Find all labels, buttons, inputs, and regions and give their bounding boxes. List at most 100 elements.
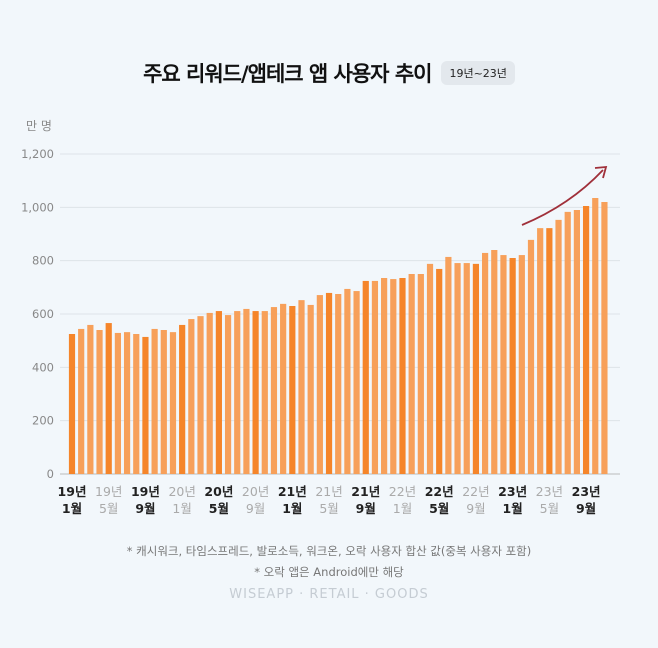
- bar: [362, 280, 369, 474]
- x-tick-label: 1월: [62, 501, 82, 516]
- x-tick-label: 23년: [498, 484, 527, 499]
- bar: [436, 268, 443, 474]
- x-tick-label: 22년: [425, 484, 454, 499]
- x-tick-label: 19년: [131, 484, 160, 499]
- bar: [289, 306, 296, 474]
- bar: [518, 255, 525, 474]
- x-tick-label: 21년: [315, 484, 342, 499]
- bar: [234, 311, 241, 474]
- bar: [445, 256, 452, 474]
- bar: [601, 202, 608, 474]
- bar: [179, 324, 186, 474]
- bar: [298, 300, 305, 474]
- bar: [105, 323, 112, 474]
- y-axis-unit: 만 명: [26, 119, 52, 133]
- x-tick-label: 9월: [135, 501, 155, 516]
- bar: [500, 255, 507, 474]
- y-tick-label: 1,200: [21, 147, 54, 161]
- bar: [188, 319, 195, 474]
- footnote-2: * 오락 앱은 Android에만 해당: [254, 565, 404, 579]
- footnote-1: * 캐시워크, 타임스프레드, 발로소득, 워크온, 오락 사용자 합산 값(중…: [126, 544, 532, 558]
- bar: [243, 308, 250, 474]
- x-tick-label: 1월: [172, 501, 191, 516]
- x-tick-label: 20년: [242, 484, 269, 499]
- bar: [224, 315, 232, 474]
- bar: [564, 211, 571, 474]
- bar: [261, 311, 268, 474]
- x-tick-label: 5월: [209, 501, 229, 516]
- x-tick-label: 5월: [319, 501, 338, 516]
- bar: [592, 198, 599, 474]
- x-tick-label: 9월: [576, 501, 596, 516]
- watermark: WISEAPP · RETAIL · GOODS: [229, 587, 429, 602]
- bar-chart: 0 200 400 600 800 1,000 1,200 19년 1월 19년 5월 19년 9월 20…: [21, 147, 620, 516]
- x-tick-label: 5월: [99, 501, 118, 516]
- y-tick-label: 0: [47, 467, 54, 481]
- trend-arrow-head: [594, 165, 608, 179]
- x-tick-label: 22년: [389, 484, 416, 499]
- bar: [371, 280, 379, 474]
- bar: [270, 307, 278, 474]
- chart-title: 주요 리워드/앱테크 앱 사용자 추이: [143, 62, 432, 86]
- bar: [169, 332, 177, 474]
- bar: [316, 295, 323, 474]
- x-tick-label: 1월: [393, 501, 412, 516]
- x-tick-label: 23년: [536, 484, 563, 499]
- x-tick-label: 1월: [282, 501, 302, 516]
- x-tick-label: 5월: [540, 501, 559, 516]
- bar: [252, 311, 259, 474]
- bar: [68, 334, 76, 474]
- bar: [555, 219, 562, 474]
- bar: [527, 239, 535, 474]
- x-tick-label: 1월: [503, 501, 523, 516]
- bar: [96, 330, 103, 474]
- x-tick-label: 5월: [429, 501, 449, 516]
- bar: [390, 279, 397, 474]
- bar: [87, 324, 94, 474]
- bar: [160, 330, 167, 474]
- bar: [582, 206, 590, 474]
- x-tick-label: 19년: [58, 484, 87, 499]
- bar: [197, 316, 204, 474]
- bar: [509, 258, 516, 474]
- bar: [472, 263, 480, 474]
- bar: [325, 292, 333, 474]
- x-tick-label: 9월: [466, 501, 485, 516]
- bar: [142, 336, 149, 474]
- x-tick-label: 19년: [95, 484, 122, 499]
- bar: [206, 312, 213, 474]
- bar: [408, 274, 415, 474]
- x-tick-label: 22년: [462, 484, 489, 499]
- bar: [573, 210, 580, 474]
- bar: [335, 294, 342, 474]
- bar: [417, 274, 424, 474]
- bar: [399, 278, 406, 474]
- x-tick-label: 21년: [351, 484, 380, 499]
- x-tick-label: 9월: [356, 501, 376, 516]
- x-tick-label: 23년: [572, 484, 601, 499]
- x-tick-label: 21년: [278, 484, 307, 499]
- x-tick-label: 9월: [246, 501, 265, 516]
- bar: [381, 278, 388, 474]
- trend-arrow: [521, 169, 604, 226]
- bar: [482, 252, 489, 474]
- bar: [454, 263, 461, 474]
- bar: [215, 311, 222, 474]
- bar: [546, 228, 553, 474]
- bar: [491, 250, 498, 474]
- bar: [537, 228, 544, 474]
- bar: [344, 288, 351, 474]
- y-tick-label: 400: [32, 360, 54, 374]
- chart-title-row: 주요 리워드/앱테크 앱 사용자 추이 19년~23년: [0, 58, 658, 88]
- x-tick-label: 20년: [204, 484, 233, 499]
- bar: [78, 328, 85, 474]
- bar: [463, 263, 470, 474]
- y-tick-label: 800: [32, 254, 54, 268]
- bar: [426, 263, 434, 474]
- bar: [353, 291, 360, 474]
- bar: [133, 334, 140, 474]
- bar: [280, 303, 287, 474]
- y-tick-label: 1,000: [21, 200, 54, 214]
- bar: [307, 304, 314, 474]
- x-tick-label: 20년: [168, 484, 195, 499]
